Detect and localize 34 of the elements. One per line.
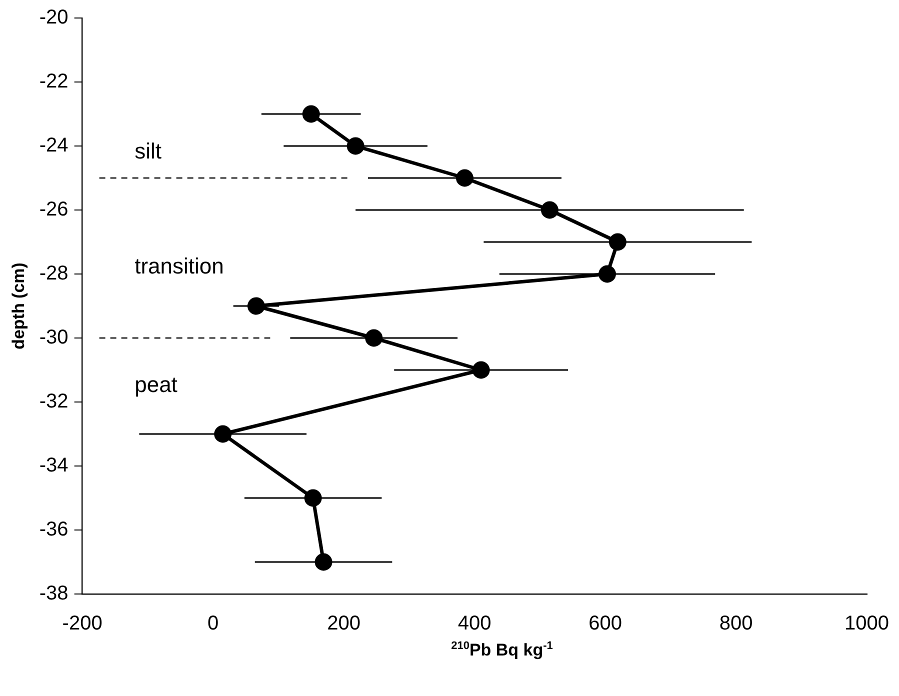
point [214, 425, 232, 443]
x-tick-label: 400 [458, 612, 492, 635]
annotation: transition [134, 254, 224, 279]
annotation: silt [134, 138, 162, 164]
point [346, 137, 364, 155]
x-tick-label: 0 [207, 612, 219, 635]
point [540, 201, 558, 219]
point [314, 553, 332, 571]
y-tick-label: -26 [39, 198, 68, 221]
y-tick-label: -34 [39, 454, 68, 477]
y-tick-label: -36 [39, 518, 68, 541]
y-tick-label: -24 [39, 134, 68, 157]
x-axis-title: $^{210}$Pb Bq kg$^{-1}$ [450, 640, 554, 661]
y-tick-label: -28 [39, 262, 68, 285]
point [304, 489, 322, 507]
x-tick-label: 800 [719, 612, 753, 635]
y-axis-title: depth (cm) [8, 262, 28, 350]
annotation: peat [134, 372, 178, 398]
x-tick-label: 200 [327, 612, 360, 635]
y-tick-label: -32 [39, 390, 68, 413]
y-tick-label: -38 [39, 582, 68, 605]
y-tick-label: -20 [39, 6, 68, 29]
point [365, 329, 383, 347]
point [247, 297, 265, 315]
y-tick-label: -22 [39, 70, 68, 93]
x-tick-label: -200 [62, 612, 102, 635]
point [608, 233, 626, 251]
x-tick-label: 600 [588, 612, 622, 635]
point [456, 169, 474, 187]
x-tick-label: 1000 [844, 612, 890, 635]
point [302, 105, 320, 123]
point [598, 265, 616, 283]
y-tick-label: -30 [39, 326, 68, 349]
point [472, 361, 490, 379]
